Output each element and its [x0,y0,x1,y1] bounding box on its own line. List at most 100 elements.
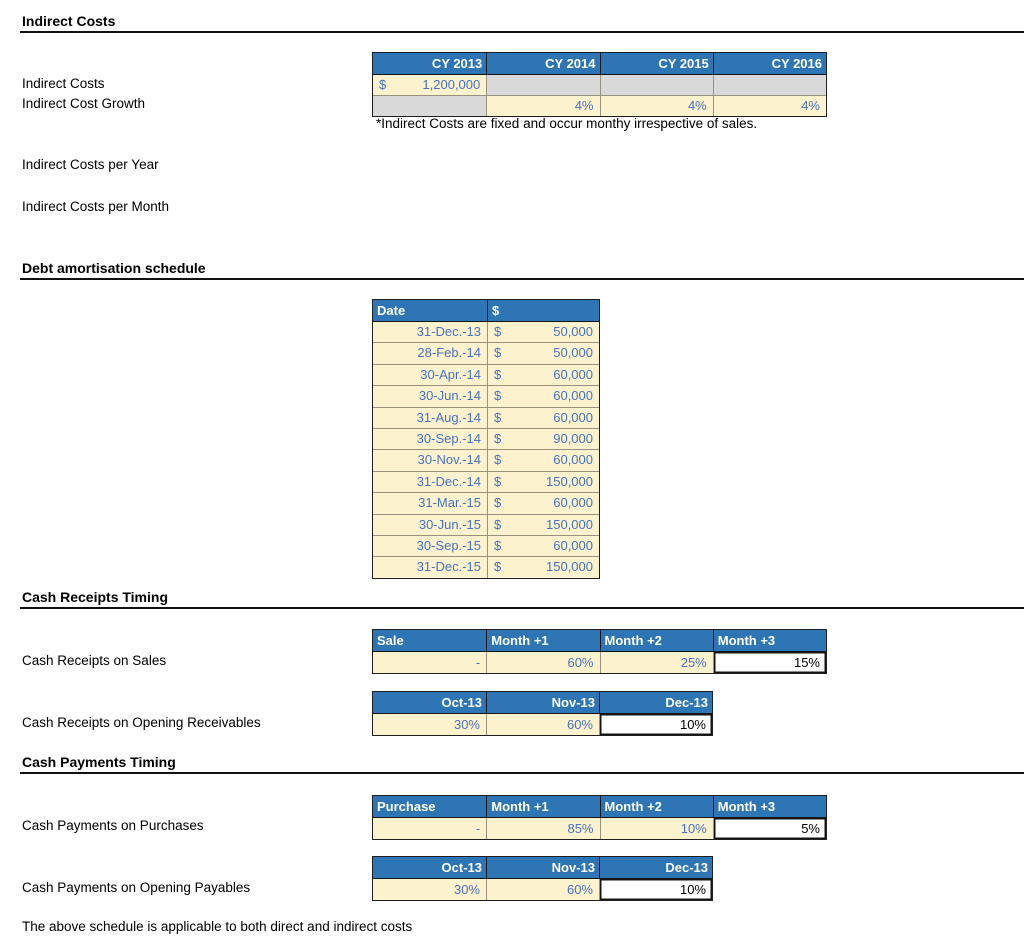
debt-amount-value: 90,000 [553,430,593,446]
debt-amount-cell[interactable]: $150,000 [487,557,599,578]
column-header-dec13[interactable]: Dec-13 [599,857,712,878]
currency-symbol: $ [494,345,502,361]
sales-month3-cell[interactable]: 15% [712,652,826,673]
currency-symbol: $ [494,430,502,446]
debt-date-cell[interactable]: 30-Sep.-15 [373,535,487,557]
section-title-cash-receipts-timing: Cash Receipts Timing [22,589,169,605]
debt-amount-value: 150,000 [546,473,593,489]
column-header-month2[interactable]: Month +2 [599,796,713,817]
purchases-month2-cell[interactable]: 10% [599,818,713,839]
debt-amount-cell[interactable]: $60,000 [487,493,599,514]
column-header-cy2013[interactable]: CY 2013 [431,56,483,71]
receivables-nov13-cell[interactable]: 60% [486,714,599,735]
debt-amount-value: 60,000 [553,366,593,382]
debt-date-cell[interactable]: 31-Dec.-13 [373,322,487,343]
receivables-oct13-cell[interactable]: 30% [373,714,486,735]
debt-amount-cell[interactable]: $150,000 [487,514,599,535]
column-header-nov13[interactable]: Nov-13 [486,857,599,878]
debt-amount-value: 50,000 [553,345,593,361]
debt-date-cell[interactable]: 31-Dec.-14 [373,471,487,493]
receivables-table-header: Oct-13 Nov-13 Dec-13 [373,692,712,714]
section-title-indirect-costs: Indirect Costs [22,13,116,29]
debt-date-cell[interactable]: 30-Sep.-14 [373,428,487,450]
currency-symbol: $ [494,452,502,468]
payables-oct13-cell[interactable]: 30% [373,879,486,900]
column-header-cy2016[interactable]: CY 2016 [712,53,826,74]
row-label-cash-receipts-on-sales: Cash Receipts on Sales [22,653,167,668]
debt-amount-value: 150,000 [546,559,593,575]
debt-amount-cell[interactable]: $50,000 [487,343,599,364]
debt-amount-cell[interactable]: $150,000 [487,471,599,493]
column-header-month1[interactable]: Month +1 [486,630,599,651]
growth-cy2015-cell[interactable]: 4% [599,96,713,116]
column-header-month1[interactable]: Month +1 [486,796,599,817]
purchases-values-row: - 85% 10% 5% [373,818,826,839]
payables-dec13-cell[interactable]: 10% [599,879,712,900]
debt-row: 31-Mar.-15 $60,000 [373,492,599,514]
sales-month1-cell[interactable]: 60% [486,652,600,673]
debt-date-cell[interactable]: 31-Dec.-15 [373,557,487,578]
column-header-dec13[interactable]: Dec-13 [599,692,712,713]
indirect-costs-cy2016-cell[interactable] [712,75,826,95]
row-label-indirect-costs-per-year: Indirect Costs per Year [22,157,159,172]
growth-cy2016-cell[interactable]: 4% [712,96,826,116]
indirect-costs-cy2013-cell[interactable]: $ 1,200,000 [373,75,487,95]
sales-table-header: Sale Month +1 Month +2 Month +3 [373,630,826,652]
column-header-purchase[interactable]: Purchase [377,799,436,814]
row-label-indirect-cost-growth: Indirect Cost Growth [22,96,146,111]
debt-row: 31-Dec.-13 $50,000 [373,322,599,343]
debt-amount-cell[interactable]: $50,000 [487,322,599,343]
sales-sale-cell[interactable]: - [373,652,487,673]
indirect-costs-cy2014-cell[interactable] [486,75,600,95]
indirect-costs-table-header: CY 2013 CY 2014 CY 2015 CY 2016 [373,53,826,75]
debt-row: 30-Jun.-14 $60,000 [373,385,599,407]
debt-row: 30-Nov.-14 $60,000 [373,449,599,471]
column-header-nov13[interactable]: Nov-13 [486,692,599,713]
column-header-cy2014[interactable]: CY 2014 [486,53,599,74]
indirect-costs-cy2015-cell[interactable] [599,75,713,95]
debt-row: 30-Jun.-15 $150,000 [373,513,599,535]
currency-symbol: $ [494,495,502,511]
debt-date-cell[interactable]: 28-Feb.-14 [373,343,487,364]
growth-cy2013-cell[interactable] [373,96,487,116]
debt-date-cell[interactable]: 30-Apr.-14 [373,364,487,386]
receivables-dec13-cell[interactable]: 10% [599,714,712,735]
payables-nov13-cell[interactable]: 60% [486,879,599,900]
purchases-purchase-cell[interactable]: - [373,818,487,839]
column-header-cy2015[interactable]: CY 2015 [599,53,713,74]
column-header-date[interactable]: Date [377,303,406,318]
purchases-month3-cell[interactable]: 5% [712,818,826,839]
section-divider [20,31,1024,33]
column-header-month3[interactable]: Month +3 [712,796,826,817]
debt-date-cell[interactable]: 31-Aug.-14 [373,407,487,428]
debt-row: 31-Dec.-15 $150,000 [373,556,599,578]
debt-date-cell[interactable]: 30-Jun.-14 [373,386,487,407]
debt-amount-cell[interactable]: $60,000 [487,450,599,471]
column-header-month3[interactable]: Month +3 [712,630,826,651]
debt-amount-cell[interactable]: $60,000 [487,535,599,557]
column-header-sale[interactable]: Sale [377,633,404,648]
debt-amount-value: 60,000 [553,388,593,404]
indirect-cost-growth-row: 4% 4% 4% [373,95,826,116]
debt-amount-cell[interactable]: $60,000 [487,364,599,386]
debt-date-cell[interactable]: 30-Jun.-15 [373,514,487,535]
column-header-amount[interactable]: $ [487,300,599,321]
debt-row: 31-Aug.-14 $60,000 [373,406,599,428]
debt-date-cell[interactable]: 31-Mar.-15 [373,493,487,514]
currency-symbol: $ [494,559,502,575]
growth-cy2014-cell[interactable]: 4% [486,96,600,116]
debt-amount-value: 50,000 [553,324,593,339]
debt-amount-cell[interactable]: $60,000 [487,407,599,428]
sales-month2-cell[interactable]: 25% [599,652,713,673]
currency-symbol: $ [379,77,387,92]
purchases-month1-cell[interactable]: 85% [486,818,600,839]
debt-row: 31-Dec.-14 $150,000 [373,470,599,493]
debt-amount-value: 60,000 [553,452,593,468]
column-header-oct13[interactable]: Oct-13 [441,695,482,710]
footer-note: The above schedule is applicable to both… [22,919,413,934]
column-header-oct13[interactable]: Oct-13 [441,860,482,875]
column-header-month2[interactable]: Month +2 [599,630,713,651]
debt-amount-cell[interactable]: $90,000 [487,428,599,450]
debt-date-cell[interactable]: 30-Nov.-14 [373,450,487,471]
debt-amount-cell[interactable]: $60,000 [487,386,599,407]
